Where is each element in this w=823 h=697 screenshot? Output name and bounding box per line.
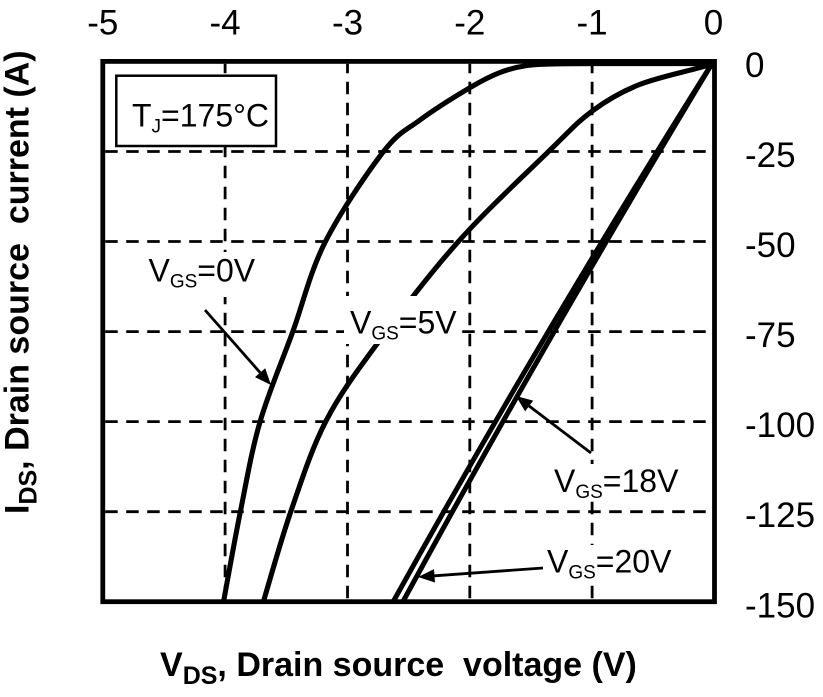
svg-text:0: 0 (745, 46, 764, 85)
svg-text:-150: -150 (745, 586, 815, 625)
svg-text:-2: -2 (454, 3, 485, 42)
svg-text:-125: -125 (745, 496, 815, 535)
svg-text:-75: -75 (745, 316, 796, 355)
svg-text:VGS=5V: VGS=5V (350, 305, 457, 345)
svg-text:-50: -50 (745, 226, 796, 265)
svg-text:0: 0 (704, 3, 723, 42)
svg-text:-100: -100 (745, 406, 815, 445)
svg-text:VDS, Drain source voltage (V): VDS, Drain source voltage (V) (160, 646, 637, 690)
svg-text:TJ=175°C: TJ=175°C (132, 98, 269, 138)
svg-text:-4: -4 (210, 3, 241, 42)
svg-text:-3: -3 (332, 3, 363, 42)
svg-text:IDS, Drain source current (A): IDS, Drain source current (A) (0, 50, 43, 514)
svg-text:-1: -1 (577, 3, 608, 42)
svg-text:VGS=18V: VGS=18V (554, 463, 679, 503)
svg-text:-25: -25 (745, 136, 796, 175)
svg-text:VGS=20V: VGS=20V (547, 544, 672, 584)
svg-text:-5: -5 (87, 3, 118, 42)
svg-text:VGS=0V: VGS=0V (149, 252, 256, 292)
